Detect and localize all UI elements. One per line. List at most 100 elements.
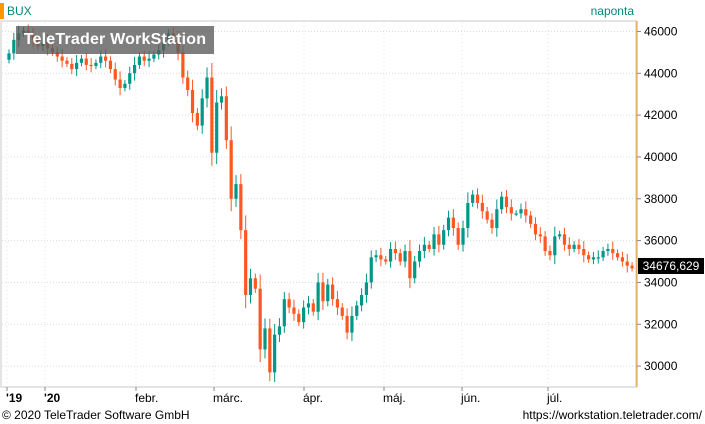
candle-body	[398, 253, 402, 262]
website-link[interactable]: https://workstation.teletrader.com/	[522, 408, 702, 422]
candle-body	[524, 209, 528, 216]
candle-body	[582, 248, 586, 256]
candle-body	[538, 234, 542, 237]
candle-body	[224, 96, 228, 141]
copyright-text: © 2020 TeleTrader Software GmbH	[2, 408, 190, 422]
candle-body	[495, 209, 499, 229]
symbol-label[interactable]: BUX	[7, 4, 32, 18]
candle-body	[514, 213, 518, 215]
candle-body	[123, 83, 127, 88]
y-tick-label: 32000	[644, 317, 678, 331]
candle-body	[504, 196, 509, 208]
plot-area[interactable]	[0, 20, 637, 388]
candle-body	[147, 58, 151, 61]
candle-body	[99, 56, 103, 63]
candle-body	[186, 77, 190, 91]
candle-body	[234, 184, 238, 199]
candle-body	[509, 207, 513, 214]
x-tick-label: júl.	[546, 391, 562, 405]
candle-body	[587, 255, 591, 260]
candle-body	[340, 307, 344, 316]
y-tick-label: 46000	[644, 24, 678, 38]
candle-body	[89, 64, 93, 67]
candle-body	[432, 234, 436, 249]
candle-body	[282, 299, 286, 327]
y-tick-label: 34000	[644, 275, 678, 289]
period-label[interactable]: naponta	[590, 4, 634, 18]
candle-body	[403, 251, 407, 262]
x-tick-label: jún.	[460, 391, 480, 405]
candle-body	[55, 52, 59, 57]
candle-body	[331, 284, 335, 300]
candle-body	[369, 257, 373, 283]
candle-body	[417, 251, 422, 262]
price-axis: 30000 32000 34000 36000 38000 40000 42000 44000…	[637, 24, 678, 373]
candle-body	[297, 313, 301, 323]
candle-body	[625, 261, 629, 266]
time-axis: '19 '20 febr. márc. ápr. máj. jún. júl.	[6, 387, 562, 405]
candle-body	[113, 69, 117, 80]
candle-body	[94, 62, 98, 66]
candle-body	[181, 52, 185, 78]
x-tick-label: máj.	[383, 391, 406, 405]
candle-body	[543, 236, 547, 252]
candle-body	[219, 96, 224, 103]
candle-body	[104, 56, 108, 61]
candle-body	[461, 228, 465, 245]
candle-body	[84, 58, 88, 65]
candle-body	[210, 77, 214, 153]
candle-body	[485, 211, 489, 220]
x-tick-label: '20	[44, 391, 61, 405]
candle-body	[239, 184, 243, 231]
candle-body	[393, 248, 397, 254]
y-tick-label: 38000	[644, 192, 678, 206]
candle-body	[253, 278, 257, 289]
candle-body	[620, 257, 625, 262]
candle-body	[442, 230, 446, 245]
candle-body	[70, 63, 74, 70]
candle-body	[268, 328, 272, 373]
candle-body	[480, 202, 484, 212]
candle-body	[591, 257, 596, 260]
candle-body	[601, 251, 605, 258]
candle-body	[326, 284, 330, 302]
x-tick-label: '19	[6, 391, 23, 405]
candle-body	[519, 209, 523, 214]
candle-body	[108, 60, 113, 70]
candle-body	[451, 217, 455, 229]
candle-body	[384, 259, 388, 262]
candle-body	[529, 215, 533, 224]
candle-body	[374, 255, 378, 258]
candle-body	[142, 56, 146, 61]
candle-body	[273, 334, 277, 373]
candle-body	[7, 53, 11, 60]
candle-body	[611, 248, 615, 254]
candle-body	[359, 294, 364, 306]
candle-body	[615, 253, 620, 258]
candle-body	[79, 58, 84, 63]
candle-body	[335, 299, 340, 308]
candle-body	[190, 90, 195, 114]
candle-body	[277, 326, 282, 335]
candle-body	[132, 64, 137, 74]
watermark: TeleTrader WorkStation	[16, 26, 214, 54]
candle-body	[229, 140, 233, 199]
candle-body	[437, 234, 441, 245]
y-tick-label: 40000	[644, 150, 678, 164]
x-tick-label: márc.	[213, 391, 243, 405]
y-tick-label: 36000	[644, 234, 678, 248]
candle-body	[60, 56, 64, 61]
candle-body	[422, 244, 426, 252]
candle-body	[475, 194, 480, 203]
last-value-badge: 34676,629	[638, 258, 704, 274]
candle-body	[321, 282, 325, 302]
candle-body	[200, 98, 204, 126]
candle-body	[311, 303, 315, 312]
candle-body	[65, 60, 69, 64]
candle-body	[137, 56, 142, 65]
candle-body	[533, 223, 538, 235]
x-tick-label: ápr.	[303, 391, 323, 405]
candle-body	[572, 244, 576, 249]
candle-body	[413, 261, 417, 279]
